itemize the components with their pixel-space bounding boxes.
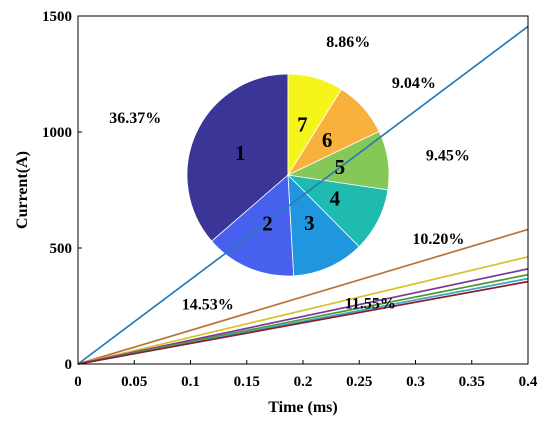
pie-label-layer: 1 36.37% 2 14.53% 3 11.55% 4 10.20% 5 9.45% 6 9.04%… (109, 34, 470, 313)
series-line-4 (77, 268, 529, 365)
axis-layer: 0 0.05 0.1 0.15 0.2 0.25 0.3 0.35 0.4 0 500 1000 150… (42, 9, 538, 390)
y-tick-label: 1500 (42, 9, 72, 25)
x-tick-label: 0.25 (346, 374, 372, 390)
y-tick-label: 1000 (42, 125, 72, 141)
pie-percent-label: 10.20% (412, 231, 464, 248)
pie-percent-label: 9.04% (392, 75, 436, 92)
series-line-3 (77, 255, 529, 365)
pie-slice-2 (211, 174, 295, 277)
pie-slice-number: 7 (297, 113, 308, 137)
series-line-2 (77, 228, 529, 365)
pie-percent-label: 14.53% (182, 296, 234, 313)
x-tick-label: 0 (74, 374, 82, 390)
x-tick-label: 0.4 (519, 374, 538, 390)
pie-percent-label: 11.55% (345, 295, 396, 312)
x-tick-label: 0.05 (121, 374, 147, 390)
series-line-1 (77, 25, 529, 365)
x-tick-label: 0.3 (406, 374, 425, 390)
y-axis-title: Current(A) (14, 151, 31, 229)
pie-slice-number: 2 (262, 211, 273, 235)
y-tick-label: 0 (65, 357, 73, 373)
pie-percent-label: 36.37% (109, 110, 161, 127)
line-layer (77, 25, 529, 365)
x-tick-label: 0.1 (181, 374, 200, 390)
pie-slice-3 (287, 173, 360, 277)
pie-slice-number: 5 (335, 155, 346, 179)
pie-slice-7 (287, 73, 342, 177)
pie-layer (186, 73, 390, 277)
x-tick-label: 0.15 (234, 374, 260, 390)
series-line-7 (77, 280, 529, 365)
pie-slice-1 (186, 73, 289, 242)
pie-slice-number: 6 (322, 128, 333, 152)
x-tick-label: 0.2 (294, 374, 313, 390)
pie-slice-number: 4 (330, 187, 341, 211)
y-tick-label: 500 (50, 241, 73, 257)
pie-slice-number: 3 (304, 211, 315, 235)
x-axis-title: Time (ms) (268, 399, 337, 416)
pie-slice-number: 1 (235, 141, 246, 165)
pie-percent-label: 9.45% (426, 147, 470, 164)
x-tick-label: 0.35 (459, 374, 485, 390)
pie-percent-label: 8.86% (326, 34, 370, 51)
